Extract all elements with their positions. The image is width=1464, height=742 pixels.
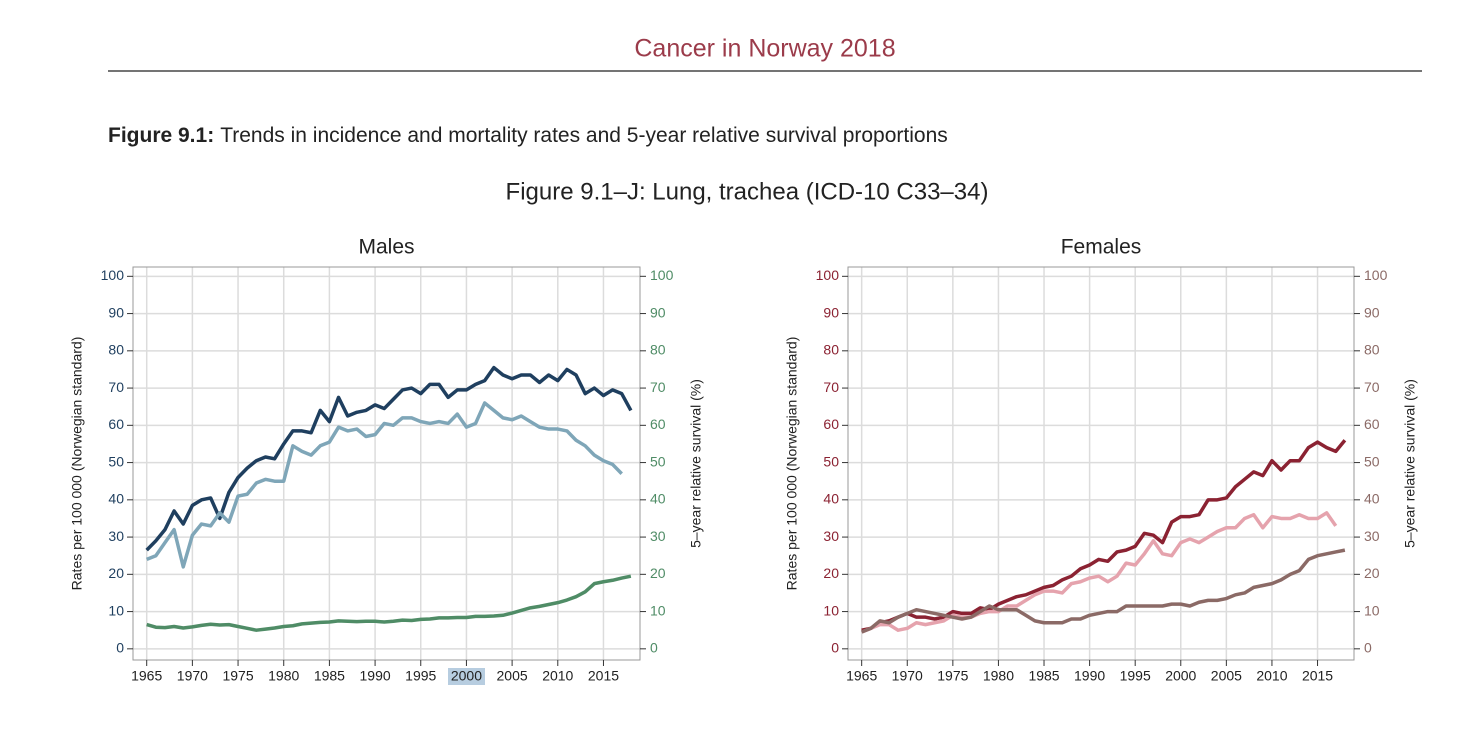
- x-tick-label: 1975: [937, 668, 968, 684]
- data-line: [861, 511, 1338, 634]
- y2-axis-label: 5–year relative survival (%): [1402, 379, 1418, 548]
- y2-tick-label: 30: [1364, 528, 1380, 544]
- selection-highlight: [448, 668, 485, 685]
- x-tick-label: 1970: [892, 668, 923, 684]
- y2-tick-label: 60: [650, 416, 666, 432]
- y2-tick-label: 100: [1364, 267, 1388, 283]
- x-tick-label: 1980: [268, 668, 299, 684]
- y-tick-label: 60: [823, 416, 839, 432]
- x-tick-label: 2010: [1256, 668, 1287, 684]
- x-tick-label: 1980: [983, 668, 1014, 684]
- data-line: [146, 401, 623, 569]
- y2-tick-label: 60: [1364, 416, 1380, 432]
- chart-title: Males: [358, 236, 414, 259]
- y-tick-label: 20: [823, 565, 839, 581]
- caption-text: Trends in incidence and mortality rates …: [220, 124, 948, 147]
- y-tick-label: 100: [816, 267, 840, 283]
- y-tick-label: 0: [116, 640, 124, 656]
- y-tick-label: 70: [823, 379, 839, 395]
- y-tick-label: 30: [823, 528, 839, 544]
- x-tick-label: 2010: [542, 668, 573, 684]
- y2-tick-label: 30: [650, 528, 666, 544]
- y2-axis-label: 5–year relative survival (%): [688, 379, 704, 548]
- y2-tick-label: 0: [650, 640, 658, 656]
- x-tick-label: 1965: [846, 668, 877, 684]
- x-tick-label: 2000: [1165, 668, 1196, 684]
- y2-tick-label: 40: [650, 491, 666, 507]
- y2-tick-label: 50: [1364, 453, 1380, 469]
- y-tick-label: 90: [823, 304, 839, 320]
- x-tick-label: 1970: [177, 668, 208, 684]
- chart-title: Females: [1061, 236, 1142, 259]
- y2-tick-label: 80: [650, 342, 666, 358]
- x-tick-label: 2005: [1211, 668, 1242, 684]
- figure-subtitle: Figure 9.1–J: Lung, trachea (ICD-10 C33–…: [506, 178, 989, 205]
- x-tick-label: 1965: [131, 668, 162, 684]
- y-tick-label: 40: [108, 491, 124, 507]
- y-tick-label: 100: [101, 267, 125, 283]
- y2-tick-label: 20: [1364, 565, 1380, 581]
- y2-tick-label: 100: [650, 267, 674, 283]
- y2-tick-label: 90: [1364, 304, 1380, 320]
- y-tick-label: 80: [823, 342, 839, 358]
- y-tick-label: 80: [108, 342, 124, 358]
- x-tick-label: 2000: [451, 668, 482, 684]
- y2-tick-label: 70: [1364, 379, 1380, 395]
- x-tick-label: 1990: [360, 668, 391, 684]
- x-tick-label: 1995: [405, 668, 436, 684]
- y-tick-label: 50: [108, 453, 124, 469]
- y2-tick-label: 10: [1364, 602, 1380, 618]
- data-line: [861, 548, 1346, 634]
- x-tick-label: 1985: [314, 668, 345, 684]
- y2-tick-label: 40: [1364, 491, 1380, 507]
- y-tick-label: 60: [108, 416, 124, 432]
- y2-tick-label: 50: [650, 453, 666, 469]
- data-line: [145, 365, 633, 552]
- y-tick-label: 50: [823, 453, 839, 469]
- plot-frame: [847, 266, 1355, 661]
- y2-tick-label: 70: [650, 379, 666, 395]
- x-tick-label: 1975: [222, 668, 253, 684]
- y-tick-label: 70: [108, 379, 124, 395]
- y2-tick-label: 0: [1364, 640, 1372, 656]
- y-tick-label: 90: [108, 304, 124, 320]
- y-axis-label: Rates per 100 000 (Norwegian standard): [784, 337, 800, 591]
- y-axis-label: Rates per 100 000 (Norwegian standard): [69, 337, 85, 591]
- y2-tick-label: 10: [650, 602, 666, 618]
- data-line: [861, 439, 1347, 632]
- y-tick-label: 20: [108, 565, 124, 581]
- x-tick-label: 2005: [497, 668, 528, 684]
- x-tick-label: 1990: [1074, 668, 1105, 684]
- figure-caption: Figure 9.1: Trends in incidence and morta…: [108, 124, 948, 147]
- data-line: [146, 574, 632, 632]
- y-tick-label: 40: [823, 491, 839, 507]
- x-tick-label: 1995: [1120, 668, 1151, 684]
- y-tick-label: 0: [831, 640, 839, 656]
- figure-label: Figure 9.1:: [108, 124, 214, 147]
- y2-tick-label: 20: [650, 565, 666, 581]
- y-tick-label: 10: [823, 602, 839, 618]
- y-tick-label: 30: [108, 528, 124, 544]
- x-tick-label: 2015: [1302, 668, 1333, 684]
- x-tick-label: 1985: [1028, 668, 1059, 684]
- plot-frame: [132, 266, 641, 661]
- y2-tick-label: 90: [650, 304, 666, 320]
- header-title: Cancer in Norway 2018: [634, 35, 895, 63]
- y2-tick-label: 80: [1364, 342, 1380, 358]
- y-tick-label: 10: [108, 602, 124, 618]
- x-tick-label: 2015: [588, 668, 619, 684]
